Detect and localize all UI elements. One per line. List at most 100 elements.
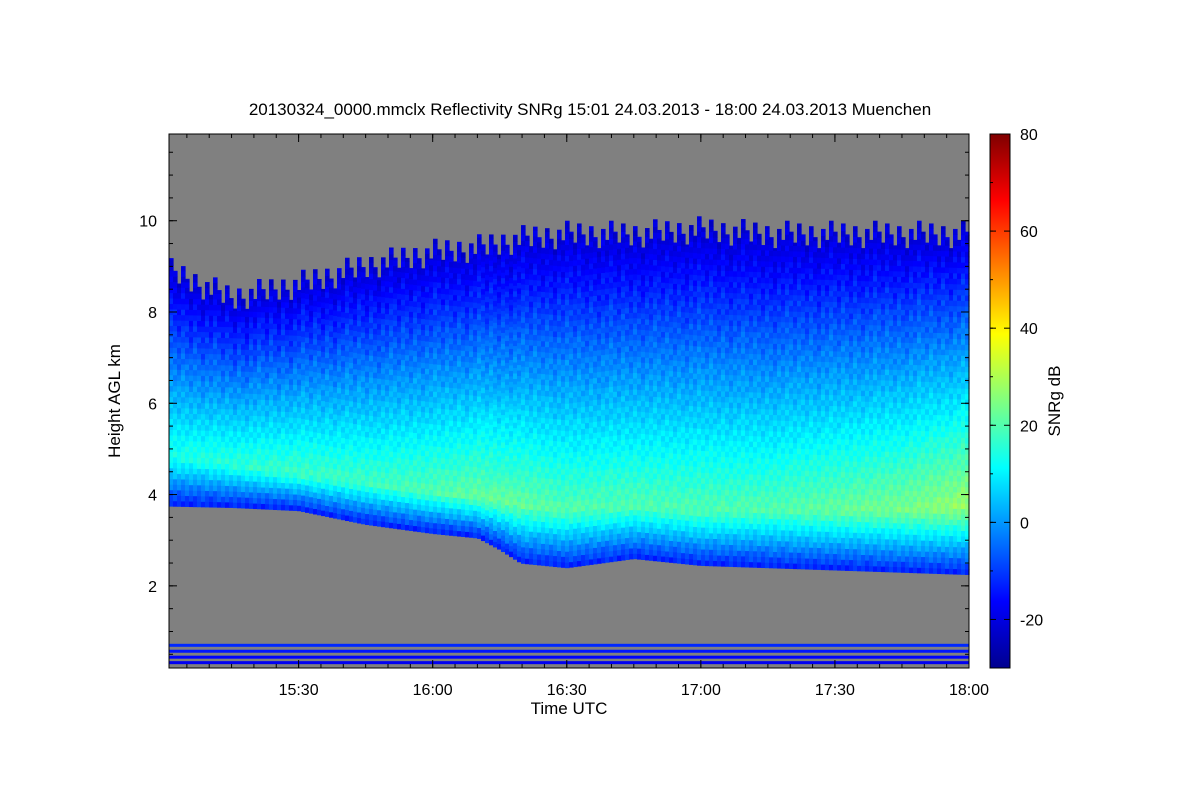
- cloud-cell: [409, 360, 414, 367]
- cloud-cell: [465, 290, 470, 297]
- cloud-cell: [537, 296, 542, 303]
- cloud-cell: [233, 387, 238, 394]
- cloud-cell: [261, 317, 266, 324]
- cloud-cell: [245, 338, 250, 345]
- cloud-cell: [317, 399, 322, 406]
- cloud-cell: [473, 269, 478, 276]
- cloud-cell: [517, 512, 522, 519]
- cloud-cell: [217, 441, 222, 448]
- cloud-cell: [301, 473, 306, 480]
- cloud-cell: [237, 414, 242, 421]
- cloud-cell: [177, 456, 182, 463]
- cloud-cell: [485, 487, 490, 494]
- cloud-cell: [245, 425, 250, 433]
- cloud-cell: [577, 401, 582, 408]
- cloud-cell: [417, 443, 422, 450]
- cloud-cell: [349, 285, 354, 292]
- cloud-cell: [353, 335, 358, 342]
- cloud-cell: [377, 438, 382, 445]
- cloud-cell: [269, 476, 274, 483]
- cloud-cell: [529, 388, 534, 395]
- cloud-cell: [565, 496, 570, 503]
- cloud-cell: [253, 415, 258, 422]
- cloud-cell: [353, 445, 358, 452]
- cloud-cell: [565, 271, 570, 278]
- cloud-cell: [369, 360, 374, 367]
- cloud-cell: [469, 466, 474, 473]
- cloud-cell: [225, 490, 230, 497]
- cloud-cell: [573, 336, 578, 343]
- cloud-cell: [197, 429, 202, 437]
- cloud-cell: [305, 473, 310, 480]
- cloud-cell: [565, 425, 570, 432]
- cloud-cell: [421, 280, 426, 287]
- cloud-cell: [453, 278, 458, 285]
- cloud-cell: [369, 519, 374, 526]
- cloud-cell: [469, 531, 474, 538]
- cloud-cell: [573, 528, 578, 535]
- cloud-cell: [417, 487, 422, 494]
- cloud-cell: [361, 267, 366, 273]
- cloud-cell: [377, 509, 382, 516]
- cloud-cell: [493, 426, 498, 433]
- cloud-cell: [281, 493, 286, 500]
- cloud-cell: [573, 424, 578, 431]
- cloud-cell: [457, 273, 462, 280]
- cloud-cell: [221, 397, 226, 404]
- cloud-cell: [349, 466, 354, 473]
- cloud-cell: [181, 478, 186, 485]
- cloud-cell: [293, 504, 298, 511]
- cloud-cell: [521, 327, 526, 334]
- cloud-cell: [277, 476, 282, 483]
- cloud-cell: [529, 399, 534, 406]
- cloud-cell: [185, 298, 190, 305]
- cloud-cell: [433, 385, 438, 392]
- cloud-cell: [517, 424, 522, 431]
- cloud-cell: [549, 242, 554, 249]
- cloud-cell: [253, 322, 258, 329]
- cloud-cell: [325, 412, 330, 419]
- cloud-cell: [377, 328, 382, 335]
- cloud-cell: [425, 499, 430, 506]
- cloud-cell: [457, 453, 462, 460]
- cloud-cell: [409, 519, 414, 526]
- cloud-cell: [477, 406, 482, 413]
- cloud-cell: [405, 277, 410, 284]
- cloud-cell: [489, 374, 494, 381]
- cloud-cell: [389, 407, 394, 414]
- cloud-cell: [257, 404, 262, 411]
- cloud-cell: [361, 414, 366, 421]
- cloud-cell: [441, 517, 446, 525]
- cloud-cell: [401, 381, 406, 388]
- cloud-cell: [529, 438, 534, 445]
- cloud-cell: [469, 422, 474, 429]
- cloud-cell: [353, 330, 358, 337]
- cloud-cell: [489, 265, 494, 272]
- cloud-cell: [173, 484, 178, 491]
- cloud-cell: [357, 347, 362, 354]
- cloud-cell: [453, 426, 458, 433]
- cloud-cell: [569, 528, 574, 535]
- cloud-cell: [529, 443, 534, 450]
- cloud-cell: [573, 484, 578, 491]
- cloud-cell: [393, 457, 398, 464]
- cloud-cell: [169, 429, 174, 436]
- cloud-cell: [185, 292, 190, 299]
- cloud-cell: [425, 423, 430, 430]
- cloud-cell: [317, 317, 322, 324]
- cloud-cell: [461, 503, 466, 510]
- cloud-cell: [337, 338, 342, 345]
- cloud-cell: [221, 370, 226, 377]
- cloud-cell: [265, 306, 270, 313]
- cloud-cell: [421, 444, 426, 451]
- cloud-cell: [509, 288, 514, 295]
- cloud-cell: [453, 360, 458, 367]
- cloud-cell: [273, 454, 278, 461]
- cloud-cell: [413, 355, 418, 362]
- cloud-cell: [389, 363, 394, 370]
- cloud-cell: [249, 502, 254, 509]
- cloud-cell: [205, 298, 210, 305]
- cloud-cell: [353, 407, 358, 414]
- cloud-cell: [549, 429, 554, 436]
- cloud-cell: [485, 433, 490, 440]
